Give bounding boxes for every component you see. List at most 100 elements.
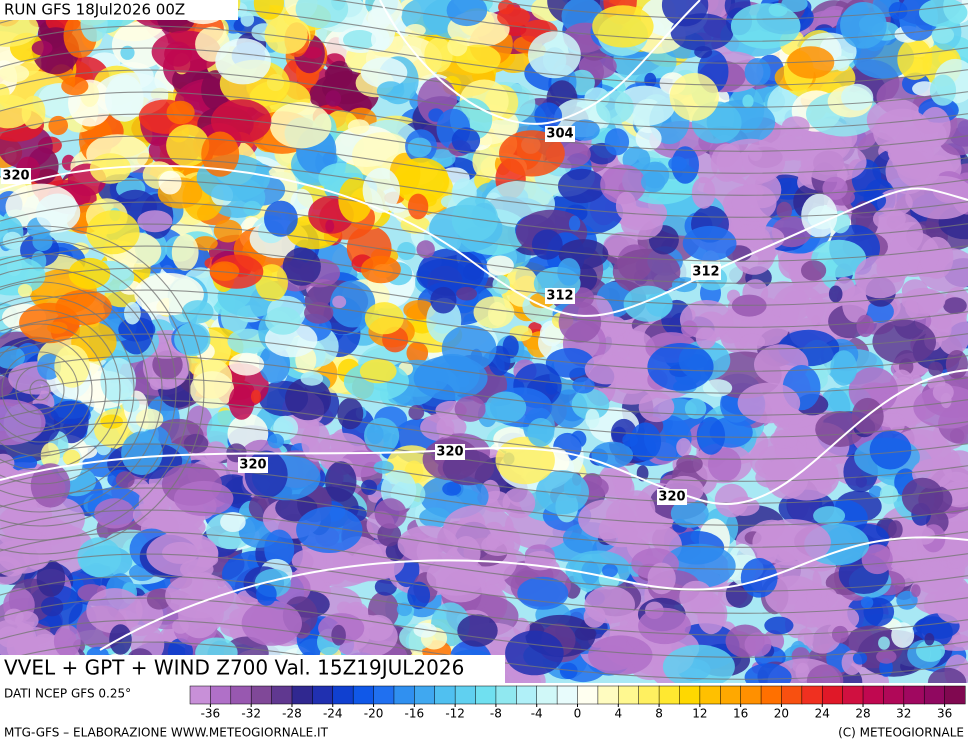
- colorbar: -36 -32 -28 -24 -20 -16 -12 -8 -4 0 4 8 12 16 20 24 28 32…: [189, 685, 966, 721]
- field-patch: [776, 201, 793, 220]
- field-patch: [509, 325, 533, 342]
- field-patch: [40, 596, 64, 617]
- field-patch: [936, 540, 968, 569]
- field-patch: [359, 359, 397, 384]
- field-patch: [86, 588, 143, 634]
- field-patch: [120, 45, 135, 60]
- field-patch: [744, 663, 792, 683]
- streamline: [0, 355, 968, 416]
- field-patch: [919, 0, 968, 28]
- field-patch: [697, 597, 725, 635]
- field-patch: [744, 58, 771, 86]
- vvel-field: [0, 0, 968, 683]
- contour-label-box: [691, 264, 721, 280]
- field-patch: [931, 26, 955, 44]
- field-patch: [330, 280, 376, 328]
- streamline: [0, 113, 968, 174]
- colorbar-swatch: [923, 685, 946, 705]
- field-patch: [714, 483, 749, 518]
- field-patch: [695, 326, 717, 349]
- field-patch: [54, 344, 90, 388]
- footer-left: MTG-GFS – ELABORAZIONE WWW.METEOGIORNALE…: [4, 726, 329, 740]
- field-patch: [182, 300, 214, 324]
- contour-label-box: [545, 288, 575, 304]
- field-patch: [742, 94, 754, 108]
- field-patch: [831, 625, 849, 643]
- colorbar-swatch: [638, 685, 660, 705]
- field-patch: [588, 635, 653, 676]
- field-patch: [304, 301, 334, 324]
- field-patch: [229, 352, 265, 376]
- field-patch: [545, 348, 595, 378]
- field-patch: [300, 371, 324, 386]
- field-patch: [897, 38, 933, 80]
- field-patch: [211, 99, 272, 143]
- field-patch: [596, 90, 634, 124]
- colorbar-swatch: [760, 685, 782, 705]
- streamline: [0, 267, 163, 513]
- streamline: [0, 531, 968, 592]
- field-patch: [856, 314, 874, 338]
- colorbar-swatch: [536, 685, 558, 705]
- field-patch: [100, 414, 123, 429]
- field-patch: [360, 57, 408, 88]
- field-patch: [600, 164, 646, 205]
- field-patch: [325, 219, 335, 233]
- contour-line: [99, 536, 968, 651]
- colorbar-swatch: [250, 685, 273, 705]
- field-patch: [325, 461, 357, 502]
- field-patch: [730, 3, 801, 49]
- field-patch: [943, 297, 967, 314]
- colorbar-swatch: [434, 685, 456, 705]
- field-patch: [676, 455, 703, 473]
- field-patch: [53, 624, 81, 658]
- field-patch: [442, 482, 462, 496]
- field-patch: [446, 0, 488, 27]
- field-patch: [174, 322, 211, 357]
- streamline: [0, 323, 107, 457]
- field-patch: [374, 577, 397, 596]
- field-patch: [691, 176, 716, 209]
- field-patch: [324, 567, 346, 585]
- contour-label: 304: [546, 127, 573, 142]
- colorbar-swatch: [556, 685, 579, 705]
- field-patch: [416, 240, 435, 259]
- field-patch: [913, 526, 936, 545]
- field-patch: [473, 296, 515, 329]
- field-patch: [104, 74, 144, 122]
- field-patch: [201, 131, 240, 177]
- field-patch: [451, 127, 481, 154]
- field-patch: [911, 584, 921, 598]
- field-patch: [919, 236, 954, 279]
- streamline: [478, 0, 968, 20]
- field-patch: [132, 502, 162, 528]
- streamline: [0, 0, 968, 42]
- field-patch: [295, 0, 349, 29]
- field-patch: [337, 397, 364, 430]
- colorbar-tick-label: -20: [364, 707, 384, 721]
- field-patch: [36, 497, 85, 541]
- colorbar-swatch: [883, 685, 905, 705]
- contour-line: [0, 369, 968, 505]
- colorbar-tick-label: -28: [282, 707, 302, 721]
- field-patch: [505, 630, 564, 676]
- field-patch: [945, 350, 968, 379]
- field-patch: [888, 2, 908, 20]
- streamline: [0, 281, 149, 499]
- colorbar-tick-label: 0: [574, 707, 582, 721]
- field-patch: [436, 417, 455, 438]
- field-patch: [322, 585, 332, 598]
- field-patch: [684, 398, 707, 419]
- field-patch: [872, 207, 906, 231]
- field-patch: [166, 100, 195, 125]
- field-patch: [251, 389, 261, 404]
- contour-label: 312: [546, 289, 573, 304]
- field-patch: [296, 506, 363, 553]
- field-patch: [764, 616, 794, 635]
- field-patch: [841, 83, 874, 111]
- field-patch: [781, 116, 810, 137]
- field-patch: [696, 416, 726, 455]
- field-patch: [744, 632, 772, 657]
